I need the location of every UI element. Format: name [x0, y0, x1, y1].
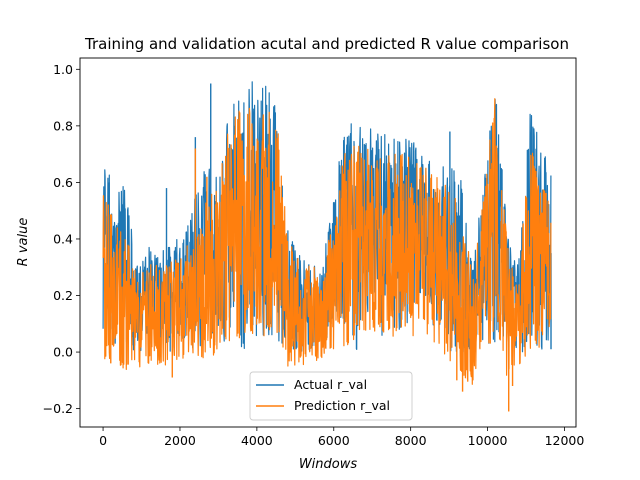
x-tick-label: 4000: [241, 433, 273, 448]
legend: Actual r_val Prediction r_val: [249, 371, 413, 421]
y-axis: −0.2 0.0 0.2 0.4 0.6 0.8 1.0: [43, 62, 80, 416]
series-line-prediction: [102, 98, 552, 385]
x-tick-label: 10000: [468, 433, 508, 448]
x-axis-label: Windows: [299, 457, 358, 472]
y-tick-label: −0.2: [43, 401, 73, 416]
y-tick-label: 0.4: [53, 231, 73, 246]
y-tick-label: 0.2: [53, 288, 73, 303]
x-tick-label: 2000: [164, 433, 196, 448]
y-tick-label: 0.6: [53, 175, 73, 190]
chart-title: Training and validation acutal and predi…: [84, 35, 569, 53]
x-axis: 0 2000 4000 6000 8000 10000 12000: [99, 427, 584, 448]
x-tick-label: 0: [99, 433, 107, 448]
legend-box: [249, 371, 413, 421]
x-tick-label: 12000: [545, 433, 585, 448]
x-tick-label: 8000: [395, 433, 427, 448]
axes-frame: [79, 57, 577, 428]
y-tick-label: 0.8: [53, 118, 73, 133]
y-tick-label: 1.0: [53, 62, 73, 77]
y-tick-label: 0.0: [53, 345, 73, 360]
series-layer: [102, 81, 552, 412]
legend-label-actual: Actual r_val: [294, 377, 367, 392]
legend-label-prediction: Prediction r_val: [294, 398, 390, 413]
y-axis-label: R value: [16, 218, 31, 267]
x-tick-label: 6000: [318, 433, 350, 448]
